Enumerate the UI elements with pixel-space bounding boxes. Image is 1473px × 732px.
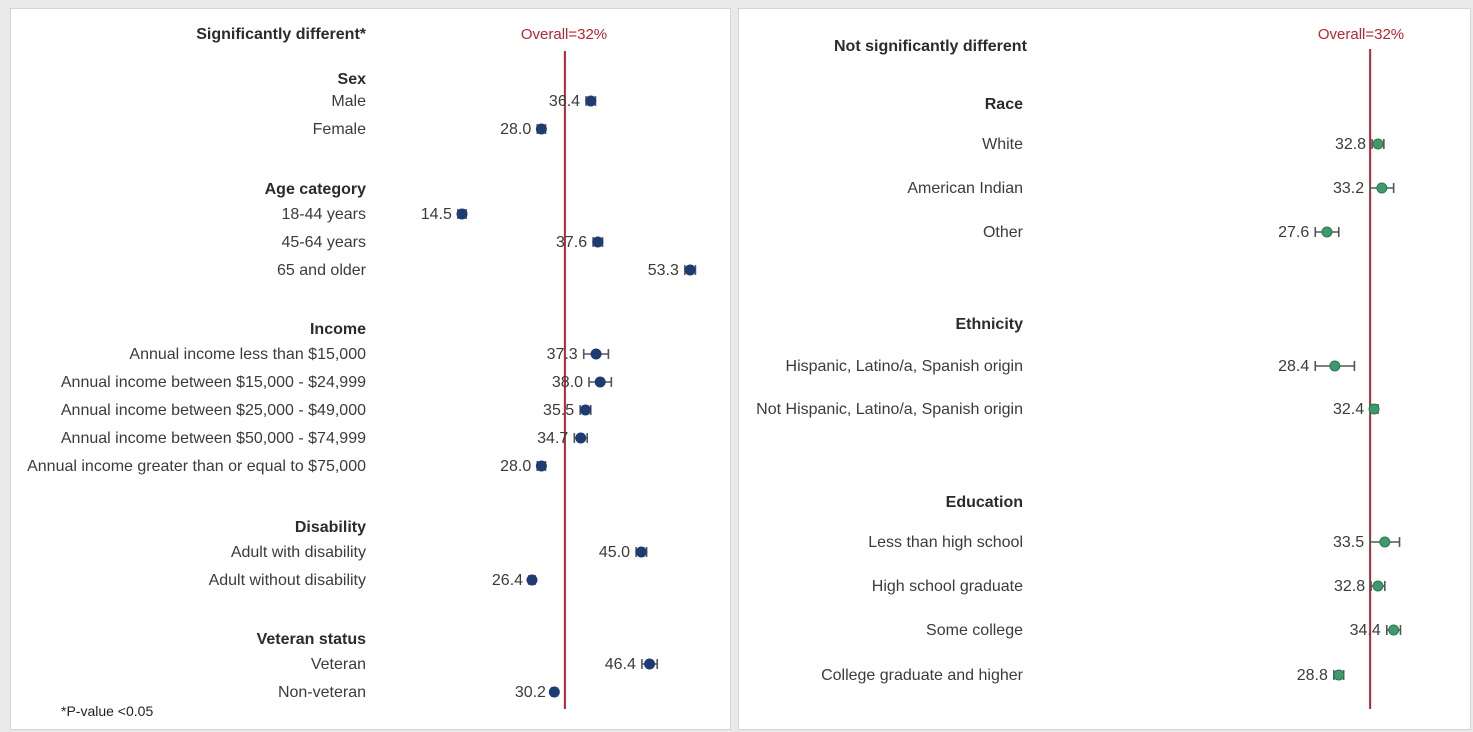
group-header: Income — [310, 321, 366, 338]
point-estimate-marker — [1329, 360, 1341, 372]
value-label: 34.7 — [537, 430, 568, 447]
value-label: 28.0 — [500, 121, 531, 138]
row-label: Less than high school — [868, 534, 1023, 551]
value-label: 28.0 — [500, 458, 531, 475]
group-header: Sex — [338, 71, 367, 88]
value-label: 28.8 — [1297, 667, 1328, 684]
point-estimate-marker — [684, 264, 696, 276]
row-label: Male — [331, 93, 366, 110]
point-estimate-marker — [579, 404, 591, 416]
left-overall-label: Overall=32% — [521, 26, 607, 43]
row-label: American Indian — [907, 180, 1023, 197]
group-header: Education — [946, 494, 1023, 511]
value-label: 37.6 — [556, 234, 587, 251]
right-forest-chart: Not significantly different Overall=32% … — [756, 26, 1404, 709]
point-estimate-marker — [1372, 580, 1384, 592]
value-label: 14.5 — [421, 206, 452, 223]
value-label: 34.4 — [1350, 622, 1381, 639]
row-label: Female — [313, 121, 366, 138]
row-label: Other — [983, 224, 1024, 241]
point-estimate-marker — [548, 686, 560, 698]
value-label: 35.5 — [543, 402, 574, 419]
value-label: 32.8 — [1334, 578, 1365, 595]
point-estimate-marker — [594, 376, 606, 388]
row-label: Hispanic, Latino/a, Spanish origin — [786, 358, 1023, 375]
value-label: 53.3 — [648, 262, 679, 279]
row-label: Annual income between $50,000 - $74,999 — [61, 430, 366, 447]
value-label: 28.4 — [1278, 358, 1309, 375]
left-forest-panel: Significantly different* Overall=32% *P-… — [10, 8, 731, 730]
point-estimate-marker — [1333, 669, 1345, 681]
point-estimate-marker — [1368, 403, 1380, 415]
point-estimate-marker — [590, 348, 602, 360]
right-forest-panel: Not significantly different Overall=32% … — [738, 8, 1471, 730]
point-estimate-marker — [575, 432, 587, 444]
point-estimate-marker — [535, 123, 547, 135]
row-label: Non-veteran — [278, 684, 366, 701]
left-forest-chart: Significantly different* Overall=32% *P-… — [27, 26, 697, 719]
right-overall-label: Overall=32% — [1318, 26, 1404, 43]
point-estimate-marker — [1388, 624, 1400, 636]
footnote: *P-value <0.05 — [61, 703, 153, 719]
point-estimate-marker — [1321, 226, 1333, 238]
value-label: 38.0 — [552, 374, 583, 391]
value-label: 32.4 — [1333, 401, 1364, 418]
value-label: 26.4 — [492, 572, 523, 589]
right-chart-title: Not significantly different — [834, 38, 1028, 55]
point-estimate-marker — [526, 574, 538, 586]
point-estimate-marker — [1379, 536, 1391, 548]
point-estimate-marker — [585, 95, 597, 107]
value-label: 32.8 — [1335, 136, 1366, 153]
point-estimate-marker — [1376, 182, 1388, 194]
group-header: Veteran status — [257, 631, 366, 648]
row-label: Annual income between $15,000 - $24,999 — [61, 374, 366, 391]
row-label: College graduate and higher — [821, 667, 1024, 684]
point-estimate-marker — [635, 546, 647, 558]
row-label: High school graduate — [872, 578, 1023, 595]
row-label: Annual income between $25,000 - $49,000 — [61, 402, 366, 419]
point-estimate-marker — [592, 236, 604, 248]
value-label: 30.2 — [515, 684, 546, 701]
group-header: Disability — [295, 519, 366, 536]
value-label: 33.5 — [1333, 534, 1364, 551]
row-label: Annual income less than $15,000 — [129, 346, 366, 363]
point-estimate-marker — [535, 460, 547, 472]
left-chart-title: Significantly different* — [196, 26, 367, 43]
row-label: White — [982, 136, 1023, 153]
row-label: Not Hispanic, Latino/a, Spanish origin — [756, 401, 1023, 418]
value-label: 46.4 — [605, 656, 636, 673]
row-label: Adult without disability — [209, 572, 366, 589]
row-label: Some college — [926, 622, 1023, 639]
value-label: 27.6 — [1278, 224, 1309, 241]
point-estimate-marker — [644, 658, 656, 670]
row-label: 18-44 years — [282, 206, 367, 223]
row-label: 65 and older — [277, 262, 367, 279]
row-label: Veteran — [311, 656, 366, 673]
value-label: 36.4 — [549, 93, 580, 110]
group-header: Race — [985, 96, 1023, 113]
value-label: 37.3 — [547, 346, 578, 363]
point-estimate-marker — [456, 208, 468, 220]
value-label: 45.0 — [599, 544, 630, 561]
group-header: Age category — [265, 181, 366, 198]
point-estimate-marker — [1372, 138, 1384, 150]
row-label: Annual income greater than or equal to $… — [27, 458, 366, 475]
row-label: Adult with disability — [231, 544, 366, 561]
row-label: 45-64 years — [282, 234, 367, 251]
group-header: Ethnicity — [955, 316, 1023, 333]
value-label: 33.2 — [1333, 180, 1364, 197]
